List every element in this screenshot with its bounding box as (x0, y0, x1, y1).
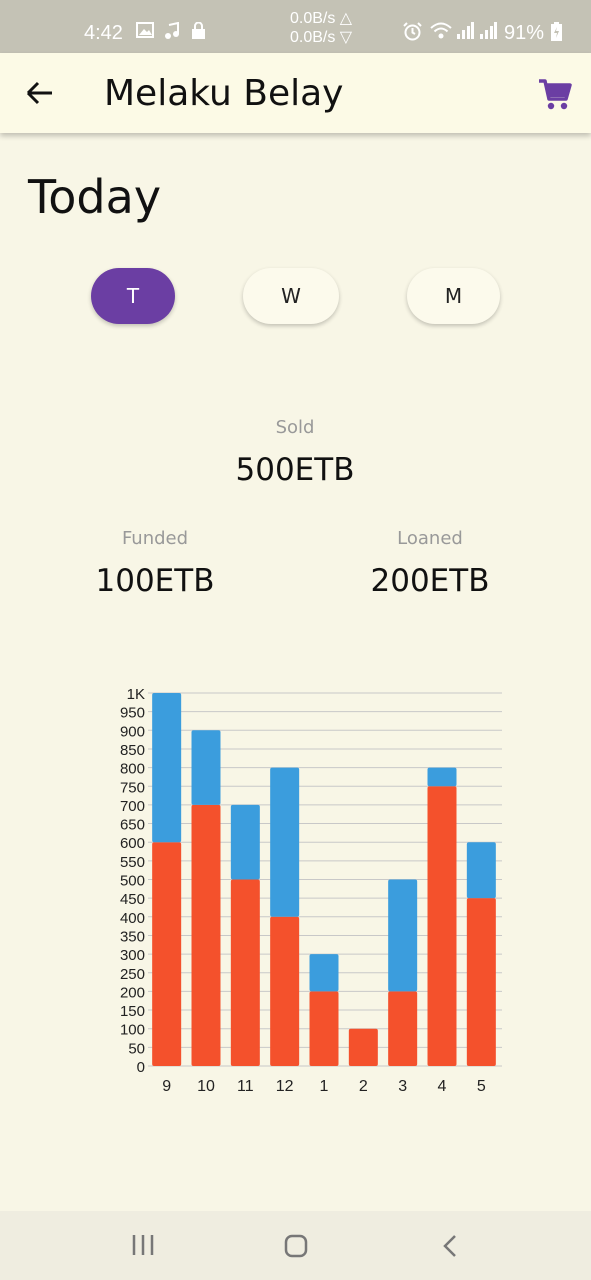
back-chevron-icon[interactable] (439, 1233, 469, 1259)
bar-segment-12-s1 (270, 768, 299, 917)
bar-segment-3-s1 (388, 880, 417, 992)
y-tick-label: 500 (120, 873, 145, 890)
y-tick-label: 550 (120, 854, 145, 871)
y-tick-label: 0 (137, 1059, 145, 1076)
y-tick-label: 350 (120, 928, 145, 945)
signal-icon (456, 22, 474, 44)
x-tick-label: 1 (320, 1078, 329, 1095)
loaned-value: 200ETB (280, 563, 580, 599)
sold-value: 500ETB (145, 452, 445, 488)
y-tick-label: 800 (120, 761, 145, 778)
y-tick-label: 300 (120, 947, 145, 964)
arrow-left-icon[interactable] (22, 75, 58, 111)
y-tick-label: 750 (120, 779, 145, 796)
y-tick-label: 200 (120, 984, 145, 1001)
network-speed: 0.0B/s △ 0.0B/s ▽ (290, 9, 352, 47)
wifi-icon (430, 22, 452, 44)
signal-icon-2 (479, 22, 497, 44)
x-tick-label: 10 (197, 1078, 215, 1095)
bar-segment-4-s1 (428, 768, 457, 787)
y-tick-label: 50 (128, 1040, 145, 1057)
y-tick-label: 850 (120, 742, 145, 759)
status-bar: 4:42 0.0B/s △ 0.0B/s ▽ 91% (0, 0, 591, 53)
x-tick-label: 9 (162, 1078, 171, 1095)
x-tick-label: 12 (276, 1078, 294, 1095)
y-tick-label: 250 (120, 966, 145, 983)
tab-week[interactable]: W (243, 268, 339, 324)
battery-charging-icon (551, 22, 562, 46)
net-upload: 0.0B/s △ (290, 9, 352, 28)
y-tick-label: 450 (120, 891, 145, 908)
battery-level: 91% (504, 22, 544, 45)
y-tick-label: 700 (120, 798, 145, 815)
bar-segment-5-s0 (467, 898, 496, 1066)
status-time: 4:42 (84, 22, 123, 45)
bar-segment-11-s1 (231, 805, 260, 880)
y-tick-label: 600 (120, 835, 145, 852)
sold-label: Sold (195, 417, 395, 438)
bar-segment-10-s1 (192, 730, 221, 805)
y-tick-label: 650 (120, 817, 145, 834)
bar-segment-4-s0 (428, 786, 457, 1066)
bar-segment-2-s0 (349, 1029, 378, 1066)
app-bar-title: Melaku Belay (104, 73, 343, 114)
x-tick-label: 2 (359, 1078, 368, 1095)
bar-segment-11-s0 (231, 880, 260, 1067)
x-tick-label: 3 (398, 1078, 407, 1095)
bar-segment-10-s0 (192, 805, 221, 1066)
funded-value: 100ETB (5, 563, 305, 599)
y-tick-label: 100 (120, 1022, 145, 1039)
system-nav-bar (0, 1211, 591, 1280)
bar-segment-3-s0 (388, 991, 417, 1066)
bar-segment-12-s0 (270, 917, 299, 1066)
tab-month[interactable]: M (407, 268, 500, 324)
bar-segment-1-s1 (310, 954, 339, 991)
y-tick-label: 400 (120, 910, 145, 927)
x-tick-label: 5 (477, 1078, 486, 1095)
tab-today[interactable]: T (91, 268, 175, 324)
y-tick-label: 1K (127, 686, 145, 703)
shopping-cart-icon[interactable] (537, 77, 573, 111)
app-bar: Melaku Belay (0, 53, 591, 133)
music-icon (164, 22, 180, 44)
lock-icon (191, 22, 206, 44)
bar-segment-9-s1 (152, 693, 181, 842)
y-tick-label: 950 (120, 705, 145, 722)
loaned-label: Loaned (330, 528, 530, 549)
bar-segment-1-s0 (310, 991, 339, 1066)
y-tick-label: 900 (120, 723, 145, 740)
net-download: 0.0B/s ▽ (290, 28, 352, 47)
funded-label: Funded (55, 528, 255, 549)
home-icon[interactable] (283, 1233, 313, 1259)
recents-icon[interactable] (130, 1233, 160, 1259)
y-tick-label: 150 (120, 1003, 145, 1020)
x-tick-label: 4 (438, 1078, 447, 1095)
bar-segment-5-s1 (467, 842, 496, 898)
gallery-icon (136, 22, 154, 43)
page-title: Today (28, 170, 161, 224)
x-tick-label: 11 (237, 1078, 254, 1095)
bar-segment-9-s0 (152, 842, 181, 1066)
alarm-icon (403, 22, 422, 46)
